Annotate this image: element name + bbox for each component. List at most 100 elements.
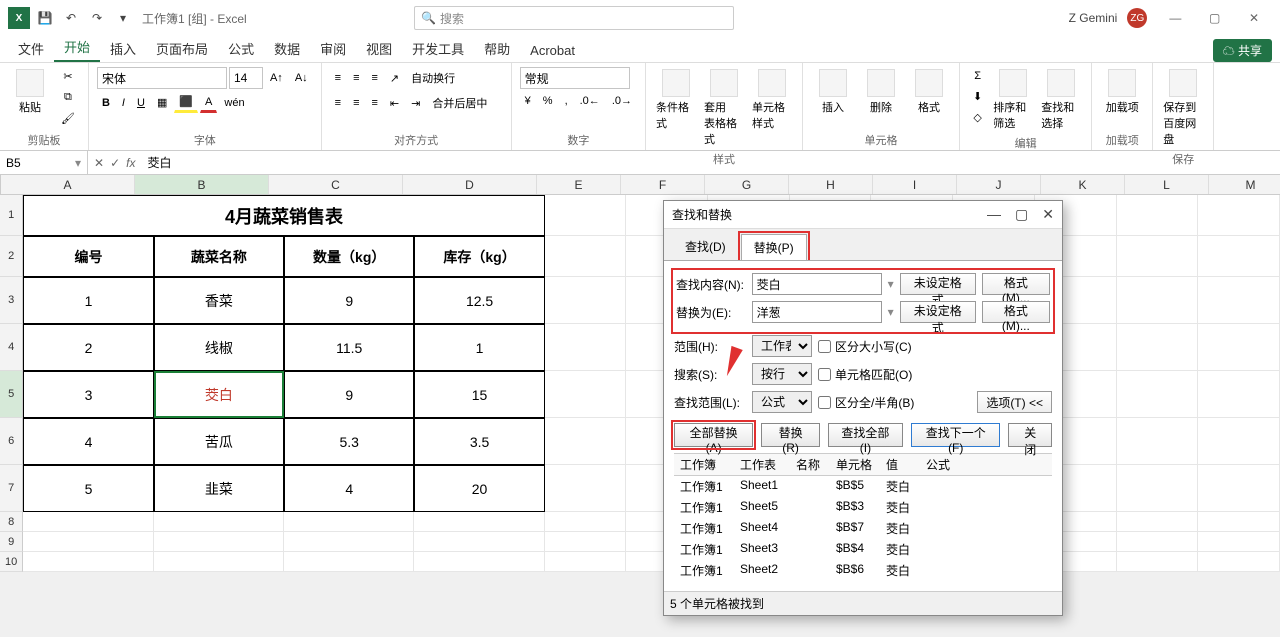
cell[interactable] [1198,552,1280,572]
cell-styles-button[interactable]: 单元格样式 [750,67,794,133]
row-header[interactable]: 7 [0,465,23,512]
cell[interactable]: 3.5 [414,418,544,465]
dialog-titlebar[interactable]: 查找和替换 — ▢ ✕ [664,201,1062,229]
cell[interactable] [1117,371,1199,418]
tab-data[interactable]: 数据 [264,35,310,62]
cell[interactable] [284,532,414,552]
cell[interactable]: 15 [414,371,544,418]
save-baidu-button[interactable]: 保存到 百度网盘 [1161,67,1205,149]
cell[interactable] [545,465,627,512]
formula-input[interactable]: 茭白 [141,154,177,171]
cell[interactable] [1198,195,1280,236]
column-header-A[interactable]: A [1,175,135,194]
cell[interactable] [414,532,544,552]
font-size-select[interactable] [229,67,263,89]
title-search-box[interactable]: 🔍 搜索 [414,6,734,30]
result-row[interactable]: 工作簿1Sheet5$B$3茭白 [674,497,1052,518]
column-header-G[interactable]: G [705,175,789,194]
result-row[interactable]: 工作簿1Sheet1$B$5茭白 [674,476,1052,497]
username[interactable]: Z Gemini [1069,11,1118,25]
find-format-display[interactable]: 未设定格式 [900,273,976,295]
cell[interactable] [545,195,627,236]
cell[interactable] [1117,465,1199,512]
font-color-button[interactable]: A [200,92,217,113]
cell[interactable] [545,418,627,465]
find-all-button[interactable]: 查找全部(I) [828,423,903,447]
tab-insert[interactable]: 插入 [100,35,146,62]
cell[interactable] [1117,236,1199,277]
match-width-checkbox[interactable] [818,396,831,409]
replace-format-display[interactable]: 未设定格式 [900,301,976,323]
row-header[interactable]: 4 [0,324,23,371]
cell[interactable] [1198,512,1280,532]
wrap-text-button[interactable]: 自动换行 [406,67,460,89]
border-button[interactable]: ▦ [152,92,172,113]
column-header-J[interactable]: J [957,175,1041,194]
cell[interactable] [284,512,414,532]
bold-button[interactable]: B [97,92,115,113]
find-select-button[interactable]: 查找和选择 [1039,67,1083,133]
cell[interactable] [414,512,544,532]
tab-file[interactable]: 文件 [8,35,54,62]
cell[interactable]: 20 [414,465,544,512]
tab-formulas[interactable]: 公式 [218,35,264,62]
save-icon[interactable]: 💾 [34,7,56,29]
decrease-decimal-icon[interactable]: .0→ [607,92,637,110]
tab-review[interactable]: 审阅 [310,35,356,62]
cell[interactable]: 5 [23,465,153,512]
addins-button[interactable]: 加载项 [1100,67,1144,117]
cell[interactable] [1117,277,1199,324]
paste-button[interactable]: 粘贴 [8,67,52,117]
comma-icon[interactable]: , [560,92,573,110]
cell[interactable] [23,532,153,552]
cell[interactable] [1198,418,1280,465]
replace-all-button[interactable]: 全部替换(A) [674,423,753,447]
row-header[interactable]: 5 [0,371,23,418]
column-header-C[interactable]: C [269,175,403,194]
autosum-icon[interactable]: Σ [968,67,987,85]
italic-button[interactable]: I [117,92,130,113]
cancel-formula-icon[interactable]: ✕ [94,156,104,170]
column-header-H[interactable]: H [789,175,873,194]
tab-replace[interactable]: 替换(P) [741,234,807,261]
cell[interactable]: 茭白 [154,371,284,418]
tab-acrobat[interactable]: Acrobat [520,39,585,62]
cell[interactable] [154,512,284,532]
currency-icon[interactable]: ¥ [520,92,536,110]
table-title[interactable]: 4月蔬菜销售表 [23,195,544,236]
increase-decimal-icon[interactable]: .0← [575,92,605,110]
cell[interactable]: 1 [23,277,153,324]
merge-center-button[interactable]: 合并后居中 [427,92,492,114]
delete-cells-button[interactable]: 删除 [859,67,903,117]
fill-color-button[interactable]: ⬛ [174,92,198,113]
user-avatar[interactable]: ZG [1127,8,1147,28]
cell[interactable] [284,552,414,572]
column-header-F[interactable]: F [621,175,705,194]
conditional-format-button[interactable]: 条件格式 [654,67,698,133]
tab-dev[interactable]: 开发工具 [402,35,474,62]
cell[interactable]: 4 [284,465,414,512]
number-format-select[interactable] [520,67,630,89]
sort-filter-button[interactable]: 排序和筛选 [991,67,1035,133]
align-left-icon[interactable]: ≡ [330,92,346,114]
clear-icon[interactable]: ◇ [968,108,987,127]
cell[interactable]: 2 [23,324,153,371]
row-header[interactable]: 6 [0,418,23,465]
find-format-button[interactable]: 格式(M)... [982,273,1050,295]
scope-select[interactable]: 工作表 [752,335,812,357]
tab-help[interactable]: 帮助 [474,35,520,62]
column-header-B[interactable]: B [135,175,269,194]
underline-button[interactable]: U [132,92,150,113]
cell[interactable]: 线椒 [154,324,284,371]
fx-icon[interactable]: fx [126,156,135,170]
qat-more-icon[interactable]: ▾ [112,7,134,29]
cell[interactable] [1117,418,1199,465]
minimize-button[interactable]: — [1157,4,1193,32]
insert-cells-button[interactable]: 插入 [811,67,855,117]
cell[interactable]: 12.5 [414,277,544,324]
close-button[interactable]: ✕ [1236,4,1272,32]
cell[interactable] [1198,532,1280,552]
cell[interactable] [1198,465,1280,512]
lookin-select[interactable]: 公式 [752,391,812,413]
format-painter-icon[interactable]: 🖌 [56,109,80,128]
